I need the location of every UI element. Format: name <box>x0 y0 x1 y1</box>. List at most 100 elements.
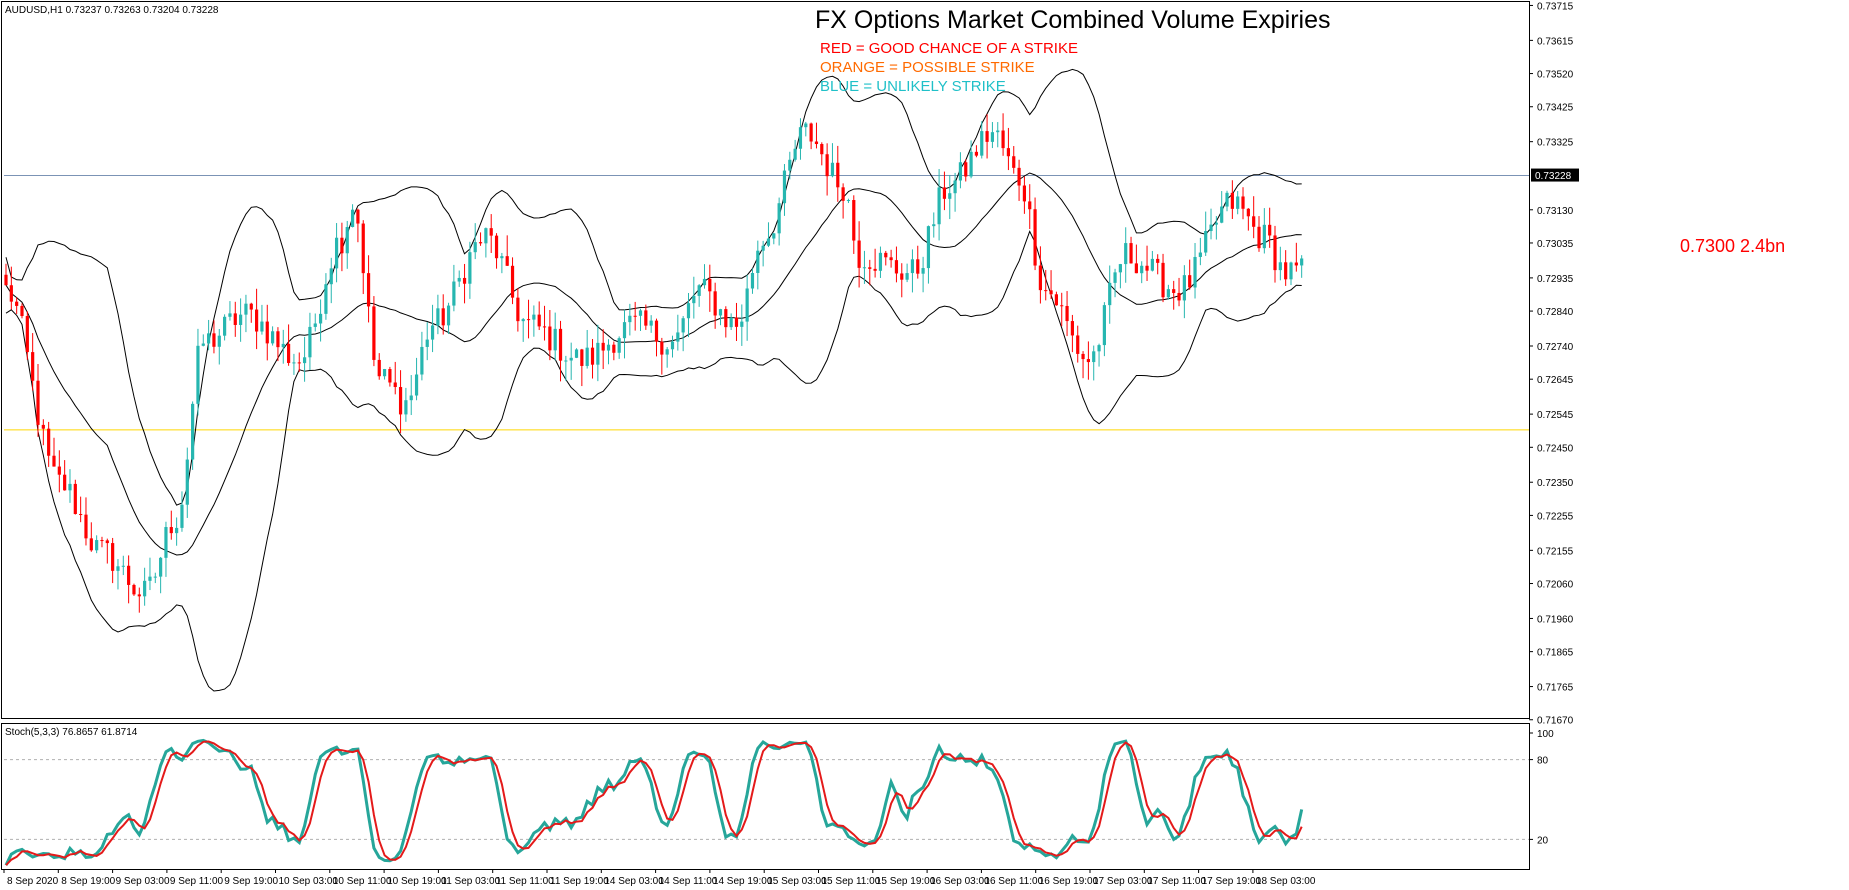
candle-body <box>420 346 424 375</box>
candle-body <box>217 335 221 347</box>
price-tick-label: 0.72255 <box>1537 511 1574 522</box>
candle-body <box>532 314 536 320</box>
candle-body <box>25 316 29 353</box>
candle-body <box>1118 264 1122 273</box>
candle-body <box>996 130 1000 133</box>
candle-body <box>63 474 67 491</box>
candle-body <box>79 514 83 516</box>
candle-body <box>430 325 435 340</box>
candle-body <box>1161 262 1165 298</box>
candle-body <box>1065 305 1069 322</box>
candle-body <box>1166 289 1170 298</box>
candle-body <box>1038 265 1043 291</box>
candle-body <box>900 273 904 280</box>
candle-body <box>724 309 728 328</box>
candle-body <box>969 151 973 177</box>
candle-body <box>500 256 504 259</box>
candle-body <box>270 331 275 344</box>
candle-body <box>654 320 659 342</box>
candle-body <box>1246 208 1250 217</box>
price-axis: 0.73715 0.73615 0.73520 0.73425 0.73325 0.731… <box>1529 1 1579 727</box>
bollinger-lower <box>5 230 1302 692</box>
candle-body <box>905 273 909 280</box>
candle-body <box>1081 353 1085 360</box>
candle-body <box>601 342 605 351</box>
candle-body <box>1214 222 1218 225</box>
price-tick-label: 0.71765 <box>1537 683 1574 694</box>
candle-body <box>788 159 792 171</box>
candle-body <box>212 333 216 347</box>
time-tick-label: 11 Sep 03:00 <box>441 876 500 887</box>
time-tick-label: 10 Sep 19:00 <box>387 876 447 887</box>
candle-body <box>404 400 408 415</box>
candle-body <box>1241 196 1245 209</box>
price-chart <box>4 68 1529 692</box>
candle-body <box>916 259 920 274</box>
time-tick-label: 8 Sep 19:00 <box>61 876 115 887</box>
candle-body <box>281 343 285 348</box>
candle-body <box>692 295 696 304</box>
price-tick-label: 0.72450 <box>1537 443 1574 454</box>
candle-body <box>537 314 541 327</box>
candle-body <box>457 277 461 282</box>
candle-body <box>233 313 237 325</box>
candle-body <box>980 131 984 156</box>
candle-body <box>1070 321 1074 336</box>
candle-body <box>169 527 173 534</box>
candle-body <box>393 382 397 388</box>
candle-body <box>1172 289 1176 293</box>
candle-body <box>207 333 211 344</box>
candle-body <box>1193 256 1197 288</box>
candle-body <box>878 252 883 271</box>
time-tick-label: 8 Sep 2020 <box>7 876 59 887</box>
candle-body <box>1268 224 1272 236</box>
candle-body <box>1060 305 1064 307</box>
candle-body <box>318 313 323 324</box>
candle-body <box>1262 224 1266 249</box>
candle-body <box>1188 275 1192 288</box>
candle-body <box>868 267 872 269</box>
candle-body <box>1140 265 1144 274</box>
time-tick-label: 9 Sep 03:00 <box>116 876 170 887</box>
candle-body <box>713 291 717 316</box>
time-tick-label: 14 Sep 11:00 <box>659 876 718 887</box>
candle-body <box>148 576 152 581</box>
candle-body <box>542 326 547 328</box>
time-tick-label: 16 Sep 19:00 <box>1039 876 1099 887</box>
candle-body <box>494 235 499 259</box>
candle-body <box>249 303 253 310</box>
candle-body <box>1300 258 1304 266</box>
time-tick-label: 10 Sep 11:00 <box>333 876 392 887</box>
candle-body <box>1284 262 1288 280</box>
candle-body <box>846 200 851 202</box>
candle-body <box>377 359 381 377</box>
candle-body <box>825 154 829 177</box>
candle-body <box>329 268 333 285</box>
candle-body <box>1092 351 1096 363</box>
candle-body <box>734 317 739 327</box>
candle-body <box>1012 156 1016 168</box>
candle-body <box>649 320 653 326</box>
candle-body <box>105 540 109 544</box>
candle-body <box>302 357 307 364</box>
candle-body <box>505 256 509 266</box>
candle-body <box>1006 148 1011 157</box>
time-tick-label: 18 Sep 03:00 <box>1256 876 1316 887</box>
candle-body <box>644 310 648 326</box>
candle-body <box>990 132 995 142</box>
candle-body <box>612 344 616 353</box>
candle-body <box>239 314 243 325</box>
candle-body <box>622 322 627 339</box>
candle-body <box>889 257 893 261</box>
time-tick-label: 9 Sep 19:00 <box>224 876 278 887</box>
legend-orange: ORANGE = POSSIBLE STRIKE <box>820 59 1035 76</box>
candle-body <box>937 187 941 225</box>
candle-body <box>740 321 744 327</box>
candle-body <box>4 274 8 286</box>
price-tick-label: 0.73615 <box>1537 36 1574 47</box>
candle-body <box>521 319 525 322</box>
legend-red: RED = GOOD CHANCE OF A STRIKE <box>820 40 1078 57</box>
price-tick-label: 0.72740 <box>1537 342 1574 353</box>
candle-body <box>516 297 520 322</box>
